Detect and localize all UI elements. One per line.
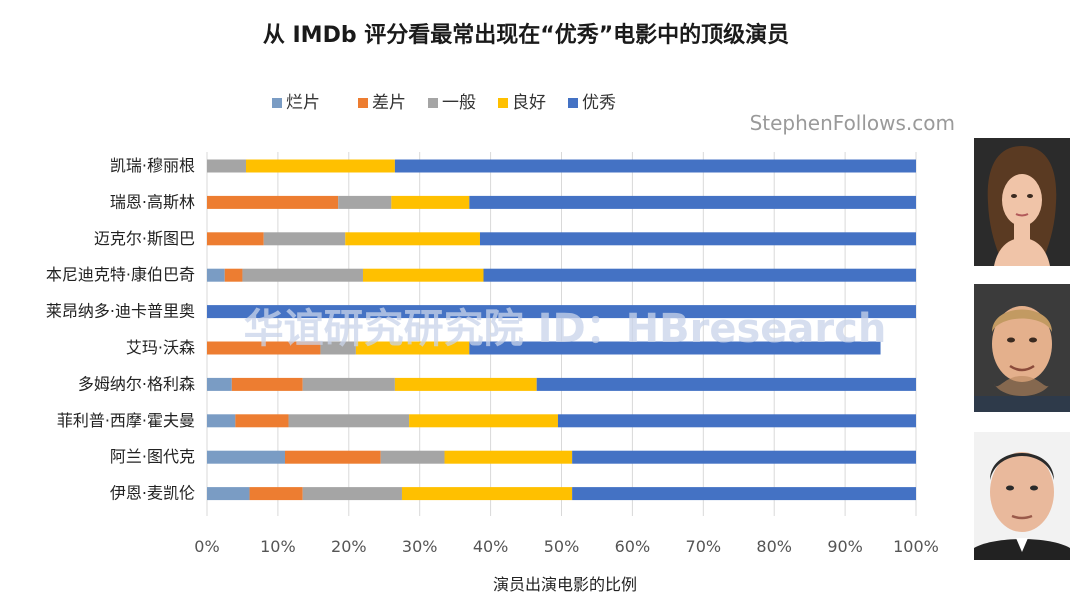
- x-tick-label: 40%: [473, 537, 509, 556]
- bar-segment: [207, 414, 236, 428]
- bar-segment: [302, 377, 395, 391]
- legend-item: 优秀: [568, 93, 616, 113]
- bar-segment: [207, 377, 232, 391]
- ryan-portrait: [974, 284, 1070, 412]
- bar-segment: [207, 450, 285, 464]
- bar-segment: [557, 414, 916, 428]
- category-label: 菲利普·西摩·霍夫曼: [57, 411, 195, 430]
- x-tick-label: 0%: [194, 537, 219, 556]
- bar-segment: [345, 232, 480, 246]
- bar-segment: [469, 341, 881, 355]
- bar-segment: [572, 450, 916, 464]
- bar-segment: [380, 450, 445, 464]
- bar-segment: [263, 232, 346, 246]
- bar-segment: [444, 450, 573, 464]
- bar-segment: [338, 195, 392, 209]
- x-tick-label: 100%: [893, 537, 939, 556]
- legend-swatch: [428, 98, 438, 108]
- x-tick-label: 70%: [686, 537, 722, 556]
- x-tick-labels: 0% 10% 20% 30% 40% 50% 60% 70% 80% 90% 100%: [194, 537, 939, 556]
- x-tick-label: 20%: [331, 537, 367, 556]
- bar-segment: [207, 305, 916, 319]
- x-tick-label: 30%: [402, 537, 438, 556]
- bar-segment: [355, 341, 470, 355]
- legend-item: 烂片: [272, 93, 320, 113]
- legend-label: 差片: [372, 93, 406, 113]
- bar-segment: [245, 159, 395, 173]
- bar-segment: [207, 487, 250, 501]
- category-label: 迈克尔·斯图巴: [94, 229, 195, 248]
- bar-segment: [409, 414, 558, 428]
- bar-segment: [401, 487, 573, 501]
- bar-segment: [572, 487, 916, 501]
- bar-segment: [284, 450, 381, 464]
- category-label: 伊恩·麦凯伦: [110, 484, 195, 503]
- bar-segment: [207, 341, 321, 355]
- bars: [207, 159, 916, 501]
- overlay-watermark: 华谊研究研究院 ID：HBresearch: [244, 306, 887, 352]
- legend-item: 良好: [498, 93, 546, 113]
- x-tick-label: 60%: [615, 537, 651, 556]
- bar-segment: [483, 268, 916, 282]
- legend-label: 优秀: [582, 93, 616, 113]
- category-label: 瑞恩·高斯林: [110, 192, 195, 211]
- legend-label: 良好: [512, 93, 546, 113]
- legend: 烂片 差片 一般 良好 优秀: [272, 93, 616, 113]
- category-label: 阿兰·图代克: [110, 447, 195, 466]
- legend-label: 烂片: [286, 93, 320, 113]
- bar-segment: [536, 377, 916, 391]
- bar-segment: [320, 341, 356, 355]
- bar-segment: [362, 268, 484, 282]
- category-label: 莱昂纳多·迪卡普里奥: [46, 302, 195, 321]
- legend-item: 一般: [428, 93, 476, 113]
- bar-segment: [249, 487, 303, 501]
- legend-item: 差片: [358, 93, 406, 113]
- x-tick-label: 10%: [260, 537, 296, 556]
- category-label: 多姆纳尔·格利森: [78, 374, 195, 393]
- x-tick-label: 80%: [756, 537, 792, 556]
- man-portrait: [974, 432, 1070, 560]
- bar-segment: [231, 377, 303, 391]
- bar-segment: [242, 268, 363, 282]
- chart-title: 从 IMDb 评分看最常出现在“优秀”电影中的顶级演员: [263, 22, 789, 48]
- woman-portrait: [974, 138, 1070, 266]
- bar-segment: [394, 159, 916, 173]
- category-label: 凯瑞·穆丽根: [110, 156, 195, 175]
- bar-segment: [235, 414, 289, 428]
- legend-swatch: [272, 98, 282, 108]
- bar-segment: [207, 268, 225, 282]
- bar-segment: [224, 268, 243, 282]
- legend-swatch: [568, 98, 578, 108]
- bar-segment: [469, 195, 916, 209]
- legend-swatch: [358, 98, 368, 108]
- bar-segment: [207, 159, 246, 173]
- x-tick-label: 90%: [827, 537, 863, 556]
- legend-label: 一般: [442, 93, 476, 113]
- x-axis-title: 演员出演电影的比例: [493, 575, 637, 594]
- bar-segment: [394, 377, 537, 391]
- category-label: 本尼迪克特·康伯巴奇: [46, 265, 195, 284]
- bar-segment: [207, 195, 339, 209]
- bar-segment: [391, 195, 470, 209]
- legend-swatch: [498, 98, 508, 108]
- site-watermark: StephenFollows.com: [750, 111, 955, 135]
- bar-segment: [302, 487, 402, 501]
- category-labels: 凯瑞·穆丽根瑞恩·高斯林迈克尔·斯图巴本尼迪克特·康伯巴奇莱昂纳多·迪卡普里奥艾…: [46, 156, 195, 503]
- x-tick-label: 50%: [544, 537, 580, 556]
- bar-segment: [207, 232, 264, 246]
- bar-segment: [479, 232, 916, 246]
- category-label: 艾玛·沃森: [126, 338, 195, 357]
- bar-segment: [288, 414, 410, 428]
